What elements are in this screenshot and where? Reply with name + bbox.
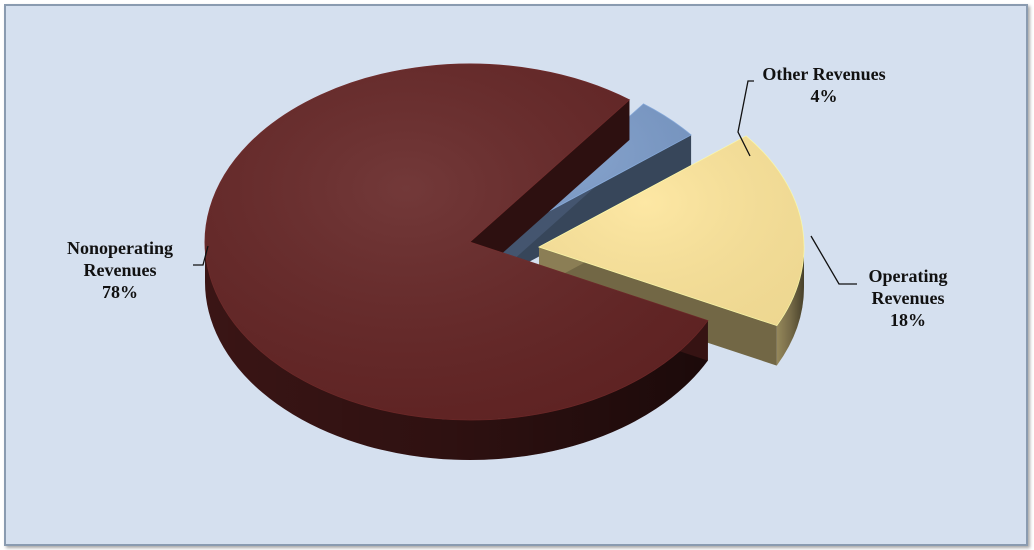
pie-chart: Other Revenues4%OperatingRevenues18%Nono… [67, 63, 948, 460]
chart-area: Other Revenues 4% Operating Revenues 18% Nono… [4, 4, 1028, 546]
leader-line [810, 235, 857, 285]
slice-nonoperating-revenues [204, 63, 709, 460]
slice-percent: 18% [890, 310, 926, 330]
slice-label: Nonoperating [67, 238, 173, 258]
slice-label: Operating [869, 266, 948, 286]
slice-percent: 4% [811, 86, 838, 106]
slice-label: Revenues [872, 288, 945, 308]
leader-line [193, 245, 209, 266]
slice-percent: 78% [102, 282, 138, 302]
leader-line [737, 80, 754, 157]
slice-label: Other Revenues [762, 64, 885, 84]
slice-label: Revenues [84, 260, 157, 280]
